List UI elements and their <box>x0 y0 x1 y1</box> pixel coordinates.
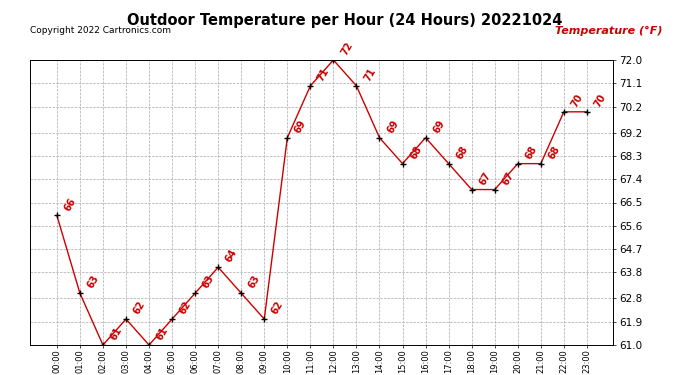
Text: Copyright 2022 Cartronics.com: Copyright 2022 Cartronics.com <box>30 26 171 35</box>
Text: 64: 64 <box>224 248 239 264</box>
Text: 61: 61 <box>108 326 124 342</box>
Text: 67: 67 <box>500 170 515 187</box>
Text: 66: 66 <box>62 196 78 213</box>
Text: 67: 67 <box>477 170 493 187</box>
Text: 62: 62 <box>132 300 147 316</box>
Text: 62: 62 <box>270 300 285 316</box>
Text: 69: 69 <box>431 118 446 135</box>
Text: 70: 70 <box>593 92 608 109</box>
Text: Temperature (°F): Temperature (°F) <box>555 26 662 36</box>
Text: 68: 68 <box>454 144 470 161</box>
Text: 63: 63 <box>201 274 216 290</box>
Text: 70: 70 <box>569 92 585 109</box>
Text: 71: 71 <box>316 66 331 83</box>
Text: Outdoor Temperature per Hour (24 Hours) 20221024: Outdoor Temperature per Hour (24 Hours) … <box>128 13 562 28</box>
Text: 72: 72 <box>339 40 355 57</box>
Text: 68: 68 <box>523 144 539 161</box>
Text: 61: 61 <box>155 326 170 342</box>
Text: 71: 71 <box>362 66 377 83</box>
Text: 62: 62 <box>177 300 193 316</box>
Text: 68: 68 <box>408 144 424 161</box>
Text: 63: 63 <box>247 274 262 290</box>
Text: 69: 69 <box>385 118 400 135</box>
Text: 63: 63 <box>86 274 101 290</box>
Text: 68: 68 <box>546 144 562 161</box>
Text: 69: 69 <box>293 118 308 135</box>
